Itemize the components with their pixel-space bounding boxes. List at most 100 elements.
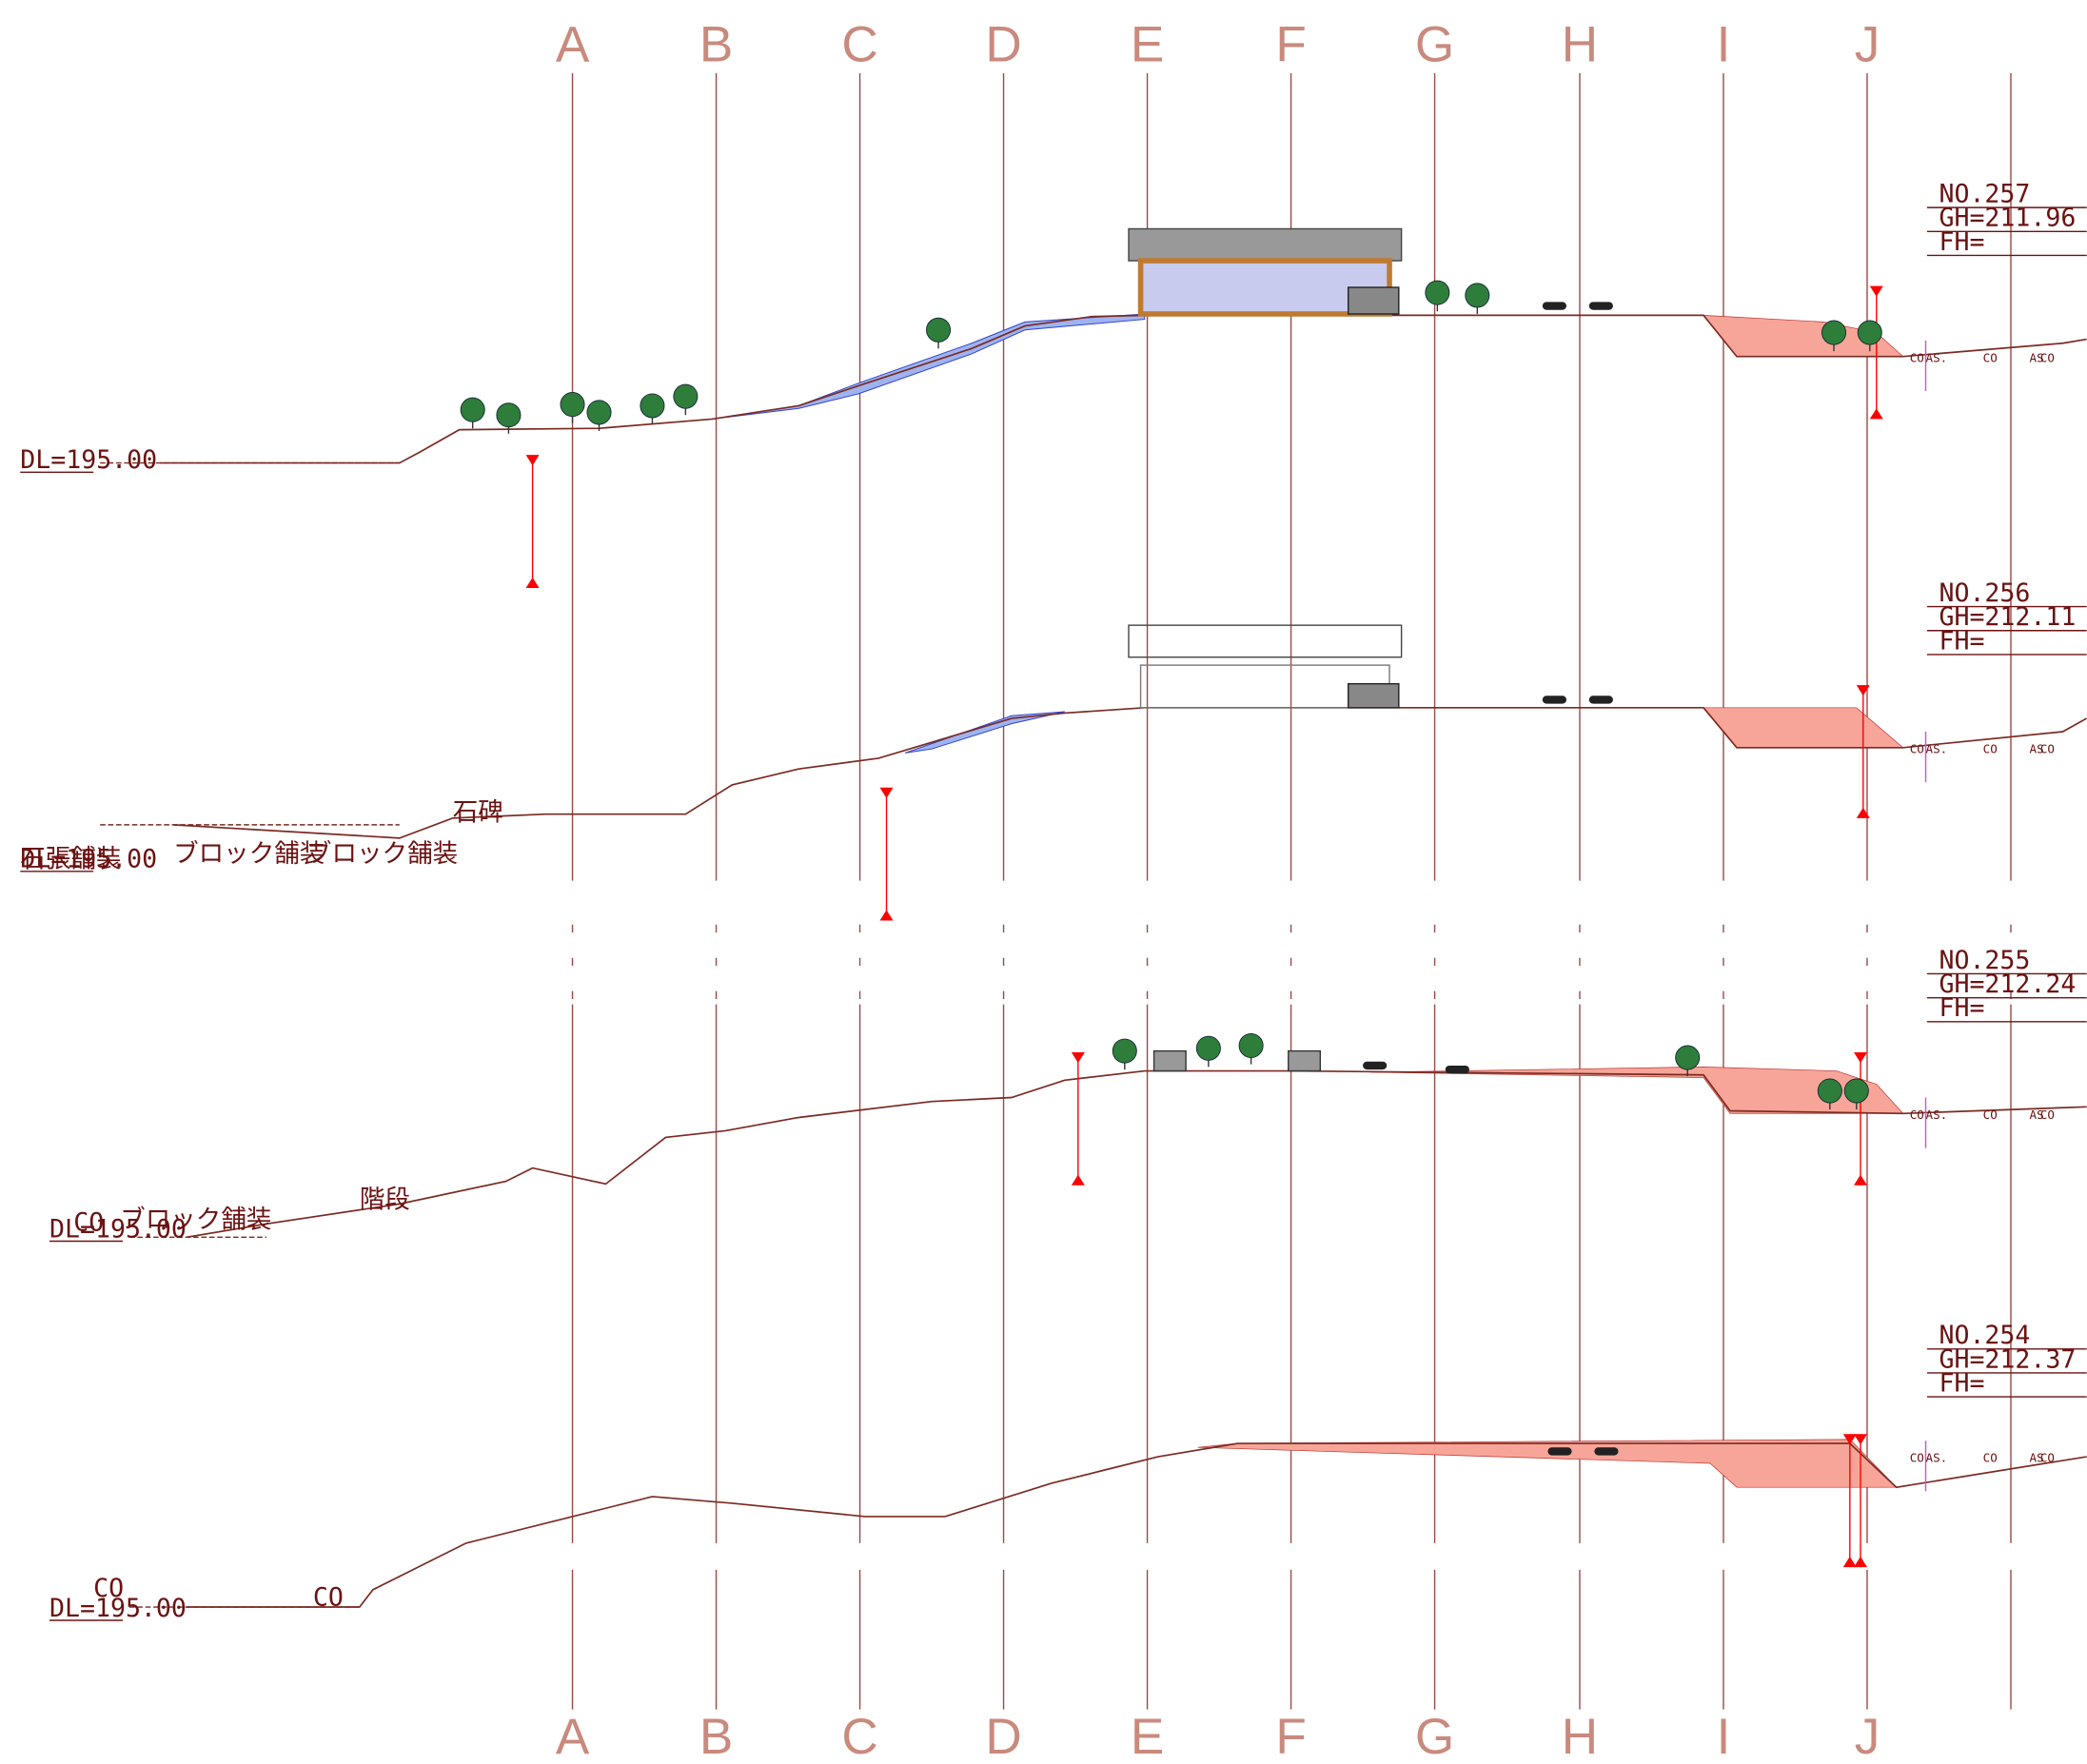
- label: AS: [2030, 350, 2044, 364]
- tree: [1195, 1035, 1221, 1061]
- marker-arrow: [1842, 1556, 1857, 1568]
- column-label: H: [1562, 16, 1598, 72]
- label: 階段: [360, 1186, 410, 1215]
- column-label: B: [699, 1709, 733, 1764]
- section-gh: GH=212.11: [1939, 602, 2076, 632]
- label: ブロック舗装: [120, 1205, 271, 1235]
- column-label: D: [985, 16, 1021, 72]
- marker-arrow: [879, 787, 894, 798]
- label: AS: [2030, 1107, 2044, 1122]
- label: AS.: [1926, 1107, 1948, 1122]
- marker-arrow: [879, 910, 894, 921]
- label: CO: [313, 1583, 344, 1613]
- bench: [1288, 1049, 1322, 1072]
- label: CO: [93, 1574, 124, 1603]
- ground-line: [187, 1442, 2087, 1608]
- label: ブロック舗装: [173, 839, 325, 869]
- column-label: C: [841, 1709, 877, 1764]
- label: CO: [1910, 741, 1924, 755]
- column-label: J: [1855, 1709, 1880, 1764]
- tree: [673, 383, 699, 409]
- section-gh: GH=211.96: [1939, 204, 2076, 233]
- marker-arrow: [1856, 807, 1870, 818]
- marker-arrow: [1071, 1051, 1085, 1064]
- label: CO: [1910, 350, 1924, 364]
- car: [1542, 302, 1566, 310]
- section-no: NO.254: [1939, 1321, 2030, 1350]
- column-label: G: [1415, 16, 1454, 72]
- car: [1588, 302, 1613, 310]
- label: AS.: [1926, 741, 1948, 755]
- label: CO: [1983, 350, 1998, 364]
- marker-arrow: [1853, 1174, 1867, 1186]
- label: ブロック舗装: [306, 839, 458, 869]
- tree: [460, 397, 485, 422]
- section-no: NO.257: [1939, 180, 2030, 209]
- ground-line: [173, 706, 2087, 839]
- label: AS.: [1926, 1451, 1948, 1465]
- label: CO: [2040, 741, 2055, 755]
- marker-arrow: [1853, 1556, 1867, 1568]
- tree: [1425, 280, 1450, 305]
- marker-arrow: [1869, 285, 1883, 297]
- ground-line: [186, 1069, 2087, 1239]
- label: 石碑: [453, 798, 503, 828]
- tree: [496, 402, 522, 428]
- column-label: B: [699, 16, 733, 72]
- tree: [1238, 1032, 1264, 1058]
- column-label: J: [1855, 16, 1880, 72]
- car: [1363, 1061, 1388, 1070]
- datum-label: DL=195.00: [49, 1594, 187, 1623]
- label: AS.: [1926, 350, 1948, 364]
- marker-arrow: [525, 577, 540, 588]
- cut-fill: [1703, 707, 1904, 749]
- bench: [1152, 1049, 1187, 1072]
- marker-arrow: [1071, 1174, 1085, 1186]
- label: CO: [1983, 1451, 1998, 1465]
- datum-label: DL=195.00: [49, 1214, 187, 1244]
- section-gh: GH=212.37: [1939, 1344, 2076, 1374]
- car: [1588, 696, 1613, 704]
- column-label: H: [1562, 1709, 1598, 1764]
- section-no: NO.255: [1939, 946, 2030, 975]
- roof: [1128, 227, 1403, 262]
- column-label: F: [1275, 1709, 1306, 1764]
- tree: [1857, 320, 1882, 345]
- cut-fill: [1370, 1066, 1904, 1114]
- car: [1547, 1447, 1572, 1456]
- tree: [640, 393, 665, 419]
- ground-line: [160, 314, 2087, 464]
- section-fh: FH=: [1939, 1369, 1984, 1399]
- label: CO: [2040, 350, 2055, 364]
- tree: [1675, 1045, 1701, 1070]
- car: [1542, 696, 1566, 704]
- label: CO: [1983, 1107, 1998, 1122]
- tree: [926, 317, 952, 343]
- column-label: D: [985, 1709, 1021, 1764]
- column-label: E: [1131, 16, 1164, 72]
- datum-label: DL=195.00: [20, 445, 157, 475]
- tree: [586, 400, 612, 425]
- section-fh: FH=: [1939, 626, 1984, 656]
- label: CO: [73, 1207, 104, 1237]
- section-fh: FH=: [1939, 227, 1984, 257]
- column-label: I: [1717, 16, 1731, 72]
- tree: [560, 392, 585, 418]
- label: 石張舗装: [20, 845, 121, 874]
- column-label: G: [1415, 1709, 1454, 1764]
- tree: [1821, 320, 1847, 345]
- tree: [1817, 1078, 1842, 1104]
- label: CO: [1910, 1107, 1924, 1122]
- marker-arrow: [1856, 685, 1870, 696]
- column-label: A: [556, 1709, 590, 1764]
- marker-arrow: [1869, 408, 1883, 420]
- column-label: E: [1131, 1709, 1164, 1764]
- shed: [1347, 286, 1400, 315]
- label: CO: [2040, 1451, 2055, 1465]
- datum-label: DL=195.00: [20, 845, 157, 874]
- marker-arrow: [1853, 1434, 1867, 1445]
- column-label: A: [556, 16, 590, 72]
- marker-arrow: [1853, 1051, 1867, 1064]
- roof: [1128, 624, 1403, 658]
